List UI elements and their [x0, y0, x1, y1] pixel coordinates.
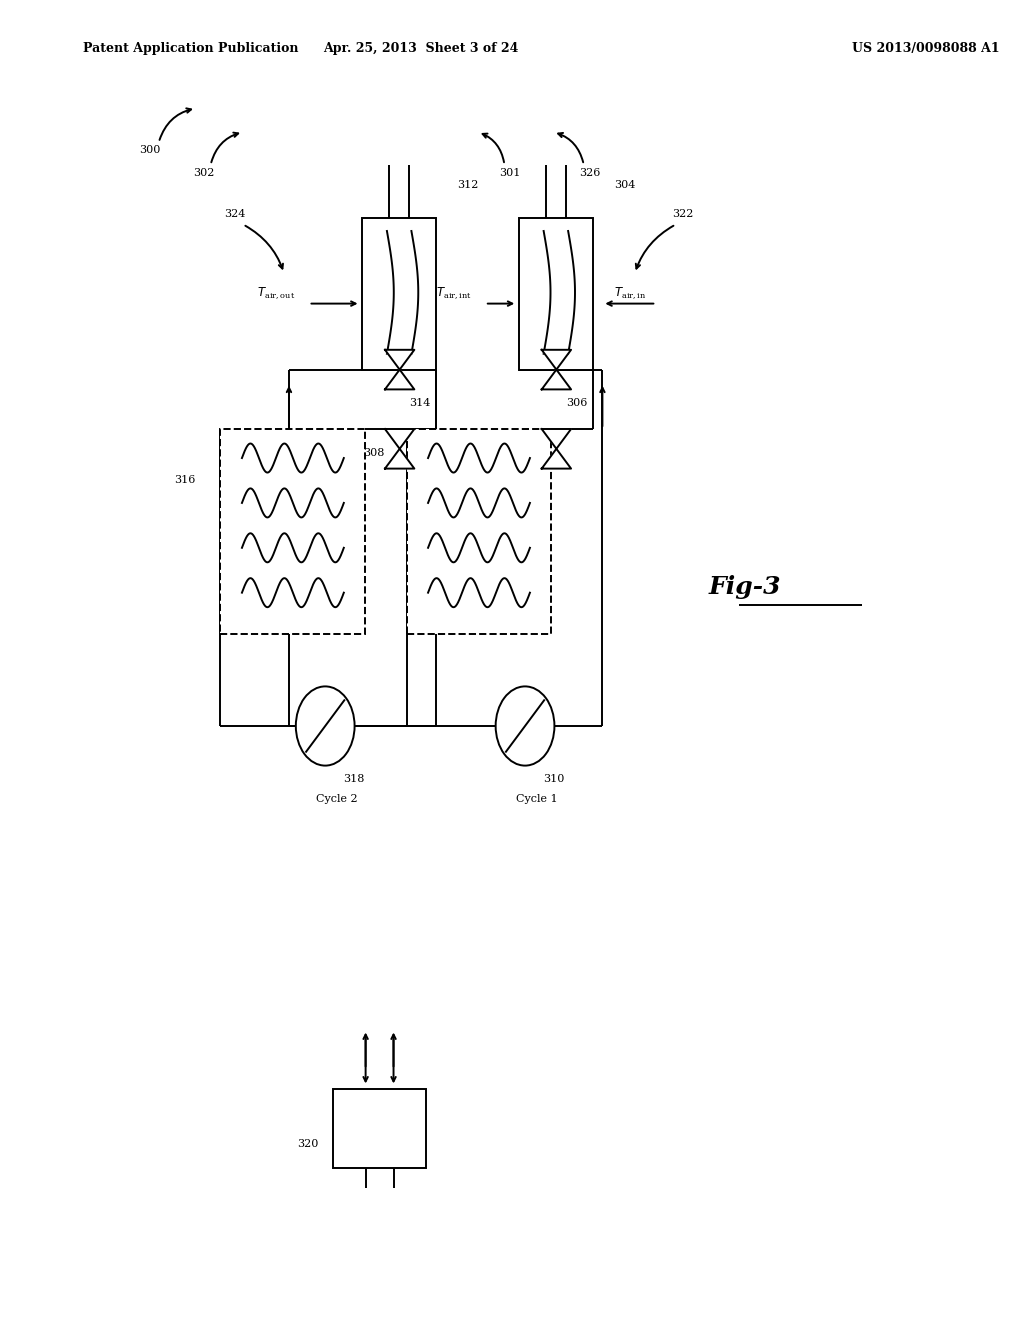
Text: 312: 312	[458, 180, 479, 190]
Bar	[362, 218, 436, 370]
Text: $T_{\mathregular{air, out}}$: $T_{\mathregular{air, out}}$	[257, 285, 296, 301]
Bar	[333, 1089, 426, 1168]
Text: 300: 300	[139, 145, 161, 156]
Polygon shape	[542, 350, 571, 370]
Text: Cycle 1: Cycle 1	[516, 793, 558, 804]
Text: $T_{\mathregular{air, int}}$: $T_{\mathregular{air, int}}$	[436, 285, 472, 301]
Polygon shape	[385, 449, 415, 469]
Polygon shape	[385, 350, 415, 370]
Text: 314: 314	[410, 397, 431, 408]
Text: 308: 308	[364, 447, 385, 458]
Text: 306: 306	[566, 397, 588, 408]
Text: 304: 304	[614, 180, 636, 190]
Polygon shape	[542, 449, 571, 469]
Polygon shape	[385, 429, 415, 449]
Text: $T_{\mathregular{air, in}}$: $T_{\mathregular{air, in}}$	[614, 285, 646, 301]
Text: 320: 320	[297, 1139, 318, 1150]
Text: 324: 324	[224, 209, 246, 219]
Text: 318: 318	[343, 774, 365, 784]
Polygon shape	[542, 429, 571, 449]
Polygon shape	[385, 370, 415, 389]
Text: Apr. 25, 2013  Sheet 3 of 24: Apr. 25, 2013 Sheet 3 of 24	[324, 42, 519, 55]
Text: 310: 310	[543, 774, 564, 784]
Text: Cycle 2: Cycle 2	[316, 793, 357, 804]
Bar	[407, 429, 552, 634]
Bar	[220, 429, 366, 634]
Text: 301: 301	[499, 168, 520, 178]
Text: 322: 322	[672, 209, 693, 219]
Text: Patent Application Publication: Patent Application Publication	[83, 42, 299, 55]
Text: US 2013/0098088 A1: US 2013/0098088 A1	[852, 42, 999, 55]
Text: 302: 302	[194, 168, 214, 178]
Bar	[519, 218, 593, 370]
Text: 316: 316	[174, 475, 196, 486]
Polygon shape	[542, 370, 571, 389]
Text: 326: 326	[579, 168, 600, 178]
Text: Fig-3: Fig-3	[709, 576, 780, 599]
